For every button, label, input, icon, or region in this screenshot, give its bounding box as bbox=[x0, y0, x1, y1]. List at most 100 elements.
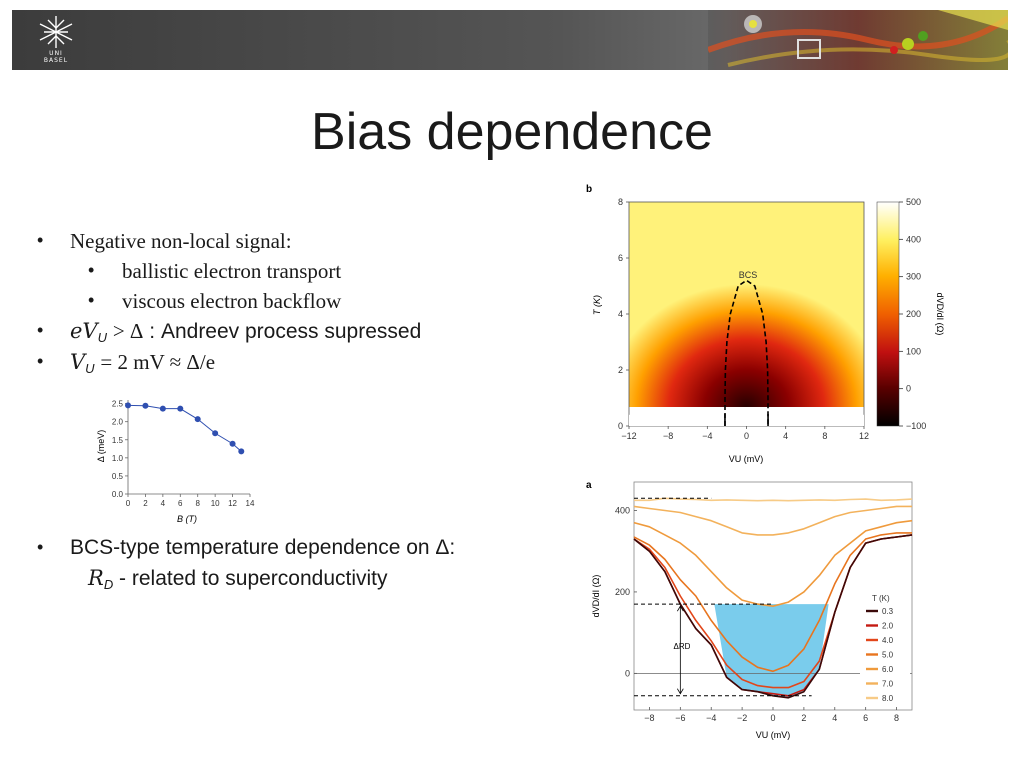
series-line-0.3 bbox=[633, 534, 913, 699]
heat-x-tick-label: 0 bbox=[744, 431, 749, 441]
heat-x-tick-label: −4 bbox=[702, 431, 712, 441]
x-tick-label: 6 bbox=[178, 499, 183, 508]
legend-label: 8.0 bbox=[882, 694, 894, 703]
bullet-ballistic: ballistic electron transport bbox=[122, 259, 342, 283]
bullet-bcs: BCS-type temperature dependence on Δ: bbox=[70, 536, 456, 559]
series-line-7.0 bbox=[633, 505, 912, 536]
y-tick-label: 0.5 bbox=[112, 472, 124, 481]
bullet-dot: • bbox=[37, 320, 44, 340]
x-tick-label: 2 bbox=[143, 499, 148, 508]
heat-y-tick-label: 8 bbox=[618, 197, 623, 207]
y-tick-label: 1.0 bbox=[112, 454, 124, 463]
dashed-guides bbox=[634, 497, 812, 697]
bullet-dot: • bbox=[37, 351, 44, 371]
logo-line-2: BASEL bbox=[43, 57, 69, 64]
delta-rd-annotation: ΔRD bbox=[674, 642, 691, 651]
rd-text: - related to superconductivity bbox=[119, 567, 388, 590]
heatmap-y-label: T (K) bbox=[592, 295, 602, 315]
andreev-text: : Andreev process supressed bbox=[149, 320, 422, 343]
colorbar bbox=[876, 201, 900, 427]
line-x-tick-label: 2 bbox=[801, 713, 806, 723]
y-axis-label: Δ (meV) bbox=[96, 430, 106, 463]
bcs-fit-curve bbox=[724, 279, 769, 426]
line-x-tick-label: 8 bbox=[894, 713, 899, 723]
x-tick-label: 4 bbox=[161, 499, 166, 508]
bcs-annotation: BCS bbox=[739, 270, 758, 280]
legend-label: 6.0 bbox=[882, 665, 894, 674]
math-equation: = 2 mV ≈ Δ/e bbox=[100, 350, 216, 374]
delta-vs-b-chart: 0 2 4 6 8 10 12 14 0.0 0.5 1.0 1.5 2.0 2.5 B (T) Δ (m… bbox=[96, 400, 255, 524]
delta-data-point bbox=[229, 440, 236, 447]
colorbar-label: dVD/dI (Ω) bbox=[935, 293, 945, 336]
bullet-vu-equation: VU = 2 mV ≈ Δ/e bbox=[70, 350, 215, 381]
math-gt-delta: > Δ bbox=[112, 319, 144, 343]
colorbar-ticks: 500 400 300 200 100 0 −100 bbox=[899, 197, 926, 431]
colorbar-tick-label: −100 bbox=[906, 421, 926, 431]
colorbar-tick-label: 500 bbox=[906, 197, 921, 207]
heat-x-tick-label: −8 bbox=[663, 431, 673, 441]
heat-y-tick-label: 4 bbox=[618, 309, 623, 319]
panel-label-b: b bbox=[586, 184, 592, 195]
line-y-tick-label: 200 bbox=[615, 587, 630, 597]
arrow-head-down bbox=[676, 688, 684, 695]
legend-label: 7.0 bbox=[882, 680, 894, 689]
delta-data-point bbox=[238, 448, 245, 455]
bullet-viscous: viscous electron backflow bbox=[122, 289, 342, 313]
math-sub-U: U bbox=[85, 361, 95, 376]
math-V: V bbox=[70, 350, 86, 374]
line-x-tick-label: 0 bbox=[770, 713, 775, 723]
math-eV: eV bbox=[70, 319, 98, 343]
heatmap-field bbox=[629, 202, 864, 407]
delta-data-point bbox=[125, 402, 131, 409]
heat-x-tick-label: −12 bbox=[621, 431, 636, 441]
delta-series-line bbox=[127, 404, 242, 452]
legend-title: T (K) bbox=[872, 594, 890, 603]
bullet-dot: • bbox=[37, 230, 44, 250]
delta-rd-shaded-region bbox=[714, 604, 829, 698]
x-tick-label: 12 bbox=[228, 499, 237, 508]
line-x-tick-label: −8 bbox=[644, 713, 654, 723]
x-tick-label: 10 bbox=[211, 499, 220, 508]
y-tick-label: 1.5 bbox=[112, 436, 124, 445]
colorbar-tick-label: 0 bbox=[906, 384, 911, 394]
heat-y-tick-label: 6 bbox=[618, 253, 623, 263]
line-x-label: VU (mV) bbox=[756, 730, 791, 740]
temperature-bias-heatmap: b −12 −8 −4 0 4 8 12 0 2 4 6 8 BCS VU (mV) T (K) 50… bbox=[586, 184, 945, 464]
heat-x-tick-label: 4 bbox=[783, 431, 788, 441]
legend-label: 4.0 bbox=[882, 636, 894, 645]
colorbar-tick-label: 400 bbox=[906, 234, 921, 244]
heat-y-tick-label: 0 bbox=[618, 421, 623, 431]
bullet-rd: RD - related to superconductivity bbox=[88, 566, 388, 597]
line-x-tick-label: 4 bbox=[832, 713, 837, 723]
delta-data-point bbox=[177, 405, 184, 412]
differential-resistance-plot: a −8 −6 −4 −2 0 2 4 6 8 0 200 400 ΔRD T (K) 0.3 2.0 4.… bbox=[586, 480, 913, 740]
x-tick-label: 14 bbox=[246, 499, 255, 508]
x-tick-label: 0 bbox=[126, 499, 131, 508]
heatmap-x-label: VU (mV) bbox=[729, 454, 764, 464]
panel-label-a: a bbox=[586, 480, 592, 491]
line-x-tick-label: −2 bbox=[737, 713, 747, 723]
temperature-legend: T (K) 0.3 2.0 4.0 5.0 6.0 7.0 8.0 bbox=[860, 591, 910, 703]
slide-title: Bias dependence bbox=[311, 103, 713, 161]
heat-y-tick-label: 2 bbox=[618, 365, 623, 375]
y-tick-label: 2.0 bbox=[112, 418, 124, 427]
y-tick-label: 2.5 bbox=[112, 400, 124, 409]
bullet-dot: • bbox=[88, 290, 95, 310]
series-line-8.0 bbox=[634, 497, 913, 502]
banner-artwork bbox=[708, 10, 1008, 70]
delta-data-point bbox=[142, 402, 149, 409]
chart-axes: 0 2 4 6 8 10 12 14 0.0 0.5 1.0 1.5 2.0 2.5 bbox=[112, 400, 255, 508]
delta-data-point bbox=[212, 430, 219, 437]
logo-snowflake-icon bbox=[39, 16, 73, 48]
colorbar-tick-label: 100 bbox=[906, 346, 921, 356]
series-line-6.0 bbox=[633, 519, 913, 607]
series-line-5.0 bbox=[633, 532, 912, 673]
line-x-tick-label: −4 bbox=[706, 713, 716, 723]
delta-data-point bbox=[194, 416, 201, 423]
heatmap-low-band bbox=[629, 414, 864, 426]
line-x-tick-label: 6 bbox=[863, 713, 868, 723]
bullet-dot: • bbox=[88, 260, 95, 280]
university-logo: UNI BASEL bbox=[34, 14, 78, 66]
line-y-tick-label: 400 bbox=[615, 506, 630, 516]
x-axis-label: B (T) bbox=[177, 514, 197, 524]
